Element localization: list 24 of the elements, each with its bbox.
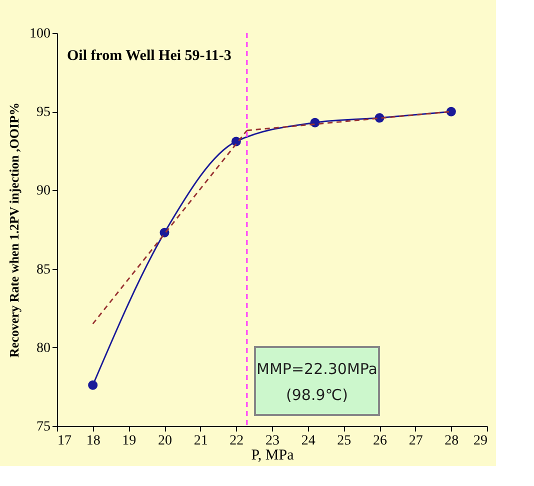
y-tick-label: 95 xyxy=(36,105,50,120)
annotation: MMP=22.30MPa xyxy=(256,360,378,378)
x-tick-label: 17 xyxy=(58,434,72,448)
y-axis-title: Recovery Rate when 1.2PV injection ,OOIP% xyxy=(6,102,22,358)
x-tick-label: 19 xyxy=(122,434,136,448)
x-tick-label: 23 xyxy=(266,434,280,448)
x-tick-label: 25 xyxy=(337,434,352,448)
annotation: (98.9℃) xyxy=(286,386,348,404)
y-tick-label: 90 xyxy=(36,184,50,199)
y-tick-label: 85 xyxy=(36,262,50,278)
x-tick-label: 24 xyxy=(301,434,316,448)
x-tick-label: 26 xyxy=(373,434,387,448)
text: Oil from Well Hei 59-11-3 xyxy=(67,48,232,64)
y-tick-label: 100 xyxy=(30,26,50,42)
x-tick-label: 18 xyxy=(86,434,100,448)
y-tick-label: 75 xyxy=(36,420,50,434)
x-axis-title: P, MPa xyxy=(251,448,294,464)
x-tick-label: 28 xyxy=(444,434,459,448)
x-tick-label: 21 xyxy=(194,434,208,448)
x-tick-label: 27 xyxy=(408,434,423,448)
x-tick-label: 20 xyxy=(158,434,172,448)
x-tick-label: 29 xyxy=(474,434,488,448)
y-tick-label: 80 xyxy=(36,340,50,356)
x-tick-label: 22 xyxy=(230,434,244,448)
